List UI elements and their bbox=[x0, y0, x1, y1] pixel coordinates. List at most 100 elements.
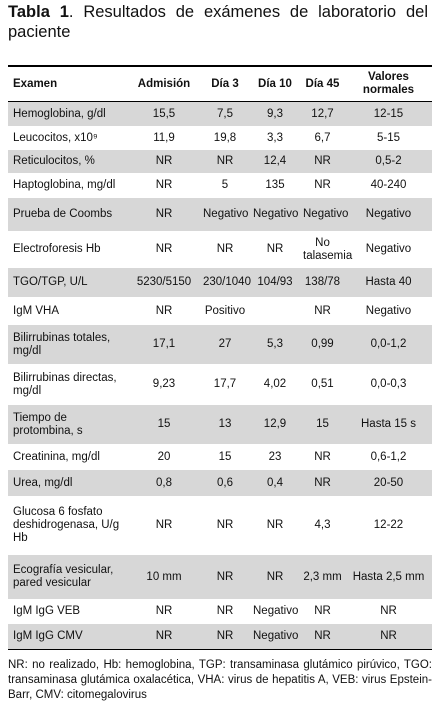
table-cell: NR bbox=[128, 149, 200, 174]
table-cell: NR bbox=[200, 149, 250, 174]
table-cell: Prueba de Coombs bbox=[8, 197, 128, 232]
table-cell: NR bbox=[345, 599, 432, 624]
table-cell: 27 bbox=[200, 324, 250, 365]
table-cell: 20 bbox=[128, 444, 200, 470]
table-row: IgM VHA NR Positivo NR Negativo bbox=[8, 297, 432, 325]
table-cell: NR bbox=[300, 173, 345, 198]
table-cell: 0,6 bbox=[200, 469, 250, 497]
table-cell: 15 bbox=[300, 404, 345, 445]
table-cell: Negativo bbox=[250, 623, 300, 650]
table-cell: NR bbox=[128, 197, 200, 232]
table-cell: Negativo bbox=[345, 197, 432, 232]
table-cell: 40-240 bbox=[345, 173, 432, 198]
caption-label: Tabla 1 bbox=[8, 3, 69, 21]
table-cell: NR bbox=[200, 554, 250, 600]
table-cell: 4,02 bbox=[250, 364, 300, 405]
table-row: TGO/TGP, U/L 5230/5150 230/1040 104/93 138/7… bbox=[8, 267, 432, 298]
table-cell: TGO/TGP, U/L bbox=[8, 267, 128, 298]
table-cell: 7,5 bbox=[200, 101, 250, 127]
header-cell: Admisión bbox=[128, 65, 200, 102]
table-cell: 11,9 bbox=[128, 126, 200, 150]
table-row: IgM IgG VEB NR NR Negativo NR NR bbox=[8, 599, 432, 624]
table-cell bbox=[250, 297, 300, 325]
table-cell: 0,5-2 bbox=[345, 149, 432, 174]
table-cell: 12,4 bbox=[250, 149, 300, 174]
table-cell: NR bbox=[128, 496, 200, 555]
table-cell: 10 mm bbox=[128, 554, 200, 600]
table-cell: NR bbox=[300, 149, 345, 174]
table-caption: Tabla 1. Resultados de exámenes de labor… bbox=[8, 2, 428, 42]
table-cell: 17,1 bbox=[128, 324, 200, 365]
table-cell: 3,3 bbox=[250, 126, 300, 150]
table-cell: 13 bbox=[200, 404, 250, 445]
table-cell: IgM IgG CMV bbox=[8, 623, 128, 650]
table-cell: NR bbox=[128, 297, 200, 325]
table-cell: NR bbox=[128, 599, 200, 624]
table-cell: Hasta 2,5 mm bbox=[345, 554, 432, 600]
table-cell: 104/93 bbox=[250, 267, 300, 298]
table-cell: NR bbox=[300, 444, 345, 470]
table-cell: 5-15 bbox=[345, 126, 432, 150]
footnote: NR: no realizado, Hb: hemoglobina, TGP: … bbox=[8, 659, 432, 701]
table-cell: Haptoglobina, mg/dl bbox=[8, 173, 128, 198]
table-cell: Reticulocitos, % bbox=[8, 149, 128, 174]
table-cell: NR bbox=[250, 231, 300, 268]
table-cell: NR bbox=[300, 599, 345, 624]
table-cell: 12,7 bbox=[300, 101, 345, 127]
header-cell: Día 45 bbox=[300, 65, 345, 102]
table-cell: Glucosa 6 fosfato deshidrogenasa, U/g Hb bbox=[8, 496, 128, 555]
table-cell: Positivo bbox=[200, 297, 250, 325]
table-cell: NR bbox=[345, 623, 432, 650]
header-cell: Día 10 bbox=[250, 65, 300, 102]
table-row: Electroforesis Hb NR NR NR No talasemia Negat… bbox=[8, 231, 432, 268]
table-cell: 5,3 bbox=[250, 324, 300, 365]
table-cell: 12-15 bbox=[345, 101, 432, 127]
table-cell: 138/78 bbox=[300, 267, 345, 298]
table-row: Bilirrubinas directas, mg/dl 9,23 17,7 4,02… bbox=[8, 364, 432, 405]
table-cell: 0,51 bbox=[300, 364, 345, 405]
table-cell: 15 bbox=[200, 444, 250, 470]
header-row: Examen Admisión Día 3 Día 10 Día 45 Valores n… bbox=[8, 65, 432, 102]
table-cell: 17,7 bbox=[200, 364, 250, 405]
table-cell: Tiempo de protombina, s bbox=[8, 404, 128, 445]
header-cell: Examen bbox=[8, 65, 128, 102]
header-cell: Valores normales bbox=[345, 65, 432, 102]
table-row: IgM IgG CMV NR NR Negativo NR NR bbox=[8, 623, 432, 650]
table-cell: 9,23 bbox=[128, 364, 200, 405]
table-cell: Leucocitos, x10⁹ bbox=[8, 126, 128, 150]
table-cell: NR bbox=[128, 623, 200, 650]
table-cell: Bilirrubinas directas, mg/dl bbox=[8, 364, 128, 405]
table-cell: 15 bbox=[128, 404, 200, 445]
table-row: Creatinina, mg/dl 20 15 23 NR 0,6-1,2 bbox=[8, 444, 432, 470]
table-body: Hemoglobina, g/dl 15,5 7,5 9,3 12,7 12-15 Leuc… bbox=[8, 101, 432, 650]
table-cell: 15,5 bbox=[128, 101, 200, 127]
table-row: Reticulocitos, % NR NR 12,4 NR 0,5-2 bbox=[8, 149, 432, 174]
table-cell: Creatinina, mg/dl bbox=[8, 444, 128, 470]
table-cell: NR bbox=[128, 173, 200, 198]
table-cell: NR bbox=[200, 496, 250, 555]
table-row: Prueba de Coombs NR Negativo Negativo Negati… bbox=[8, 197, 432, 232]
table-row: Glucosa 6 fosfato deshidrogenasa, U/g Hb… bbox=[8, 496, 432, 555]
table-cell: 135 bbox=[250, 173, 300, 198]
table-cell: 0,8 bbox=[128, 469, 200, 497]
table-row: Urea, mg/dl 0,8 0,6 0,4 NR 20-50 bbox=[8, 469, 432, 497]
table-cell: NR bbox=[300, 623, 345, 650]
table-cell: IgM IgG VEB bbox=[8, 599, 128, 624]
table-cell: 0,99 bbox=[300, 324, 345, 365]
table-cell: 12,9 bbox=[250, 404, 300, 445]
table-cell: Negativo bbox=[250, 599, 300, 624]
table-cell: Negativo bbox=[250, 197, 300, 232]
table-row: Leucocitos, x10⁹ 11,9 19,8 3,3 6,7 5-15 bbox=[8, 126, 432, 150]
table-cell: 19,8 bbox=[200, 126, 250, 150]
table-cell: No talasemia bbox=[300, 231, 352, 268]
table-cell: 20-50 bbox=[345, 469, 432, 497]
table-cell: Electroforesis Hb bbox=[8, 231, 128, 268]
table-cell: 0,4 bbox=[250, 469, 300, 497]
table-cell: Bilirrubinas totales, mg/dl bbox=[8, 324, 128, 365]
table-cell: 23 bbox=[250, 444, 300, 470]
table-cell: 4,3 bbox=[300, 496, 345, 555]
table-cell: NR bbox=[200, 231, 250, 268]
table-row: Tiempo de protombina, s 15 13 12,9 15 Hasta 1… bbox=[8, 404, 432, 445]
table-cell: 5 bbox=[200, 173, 250, 198]
